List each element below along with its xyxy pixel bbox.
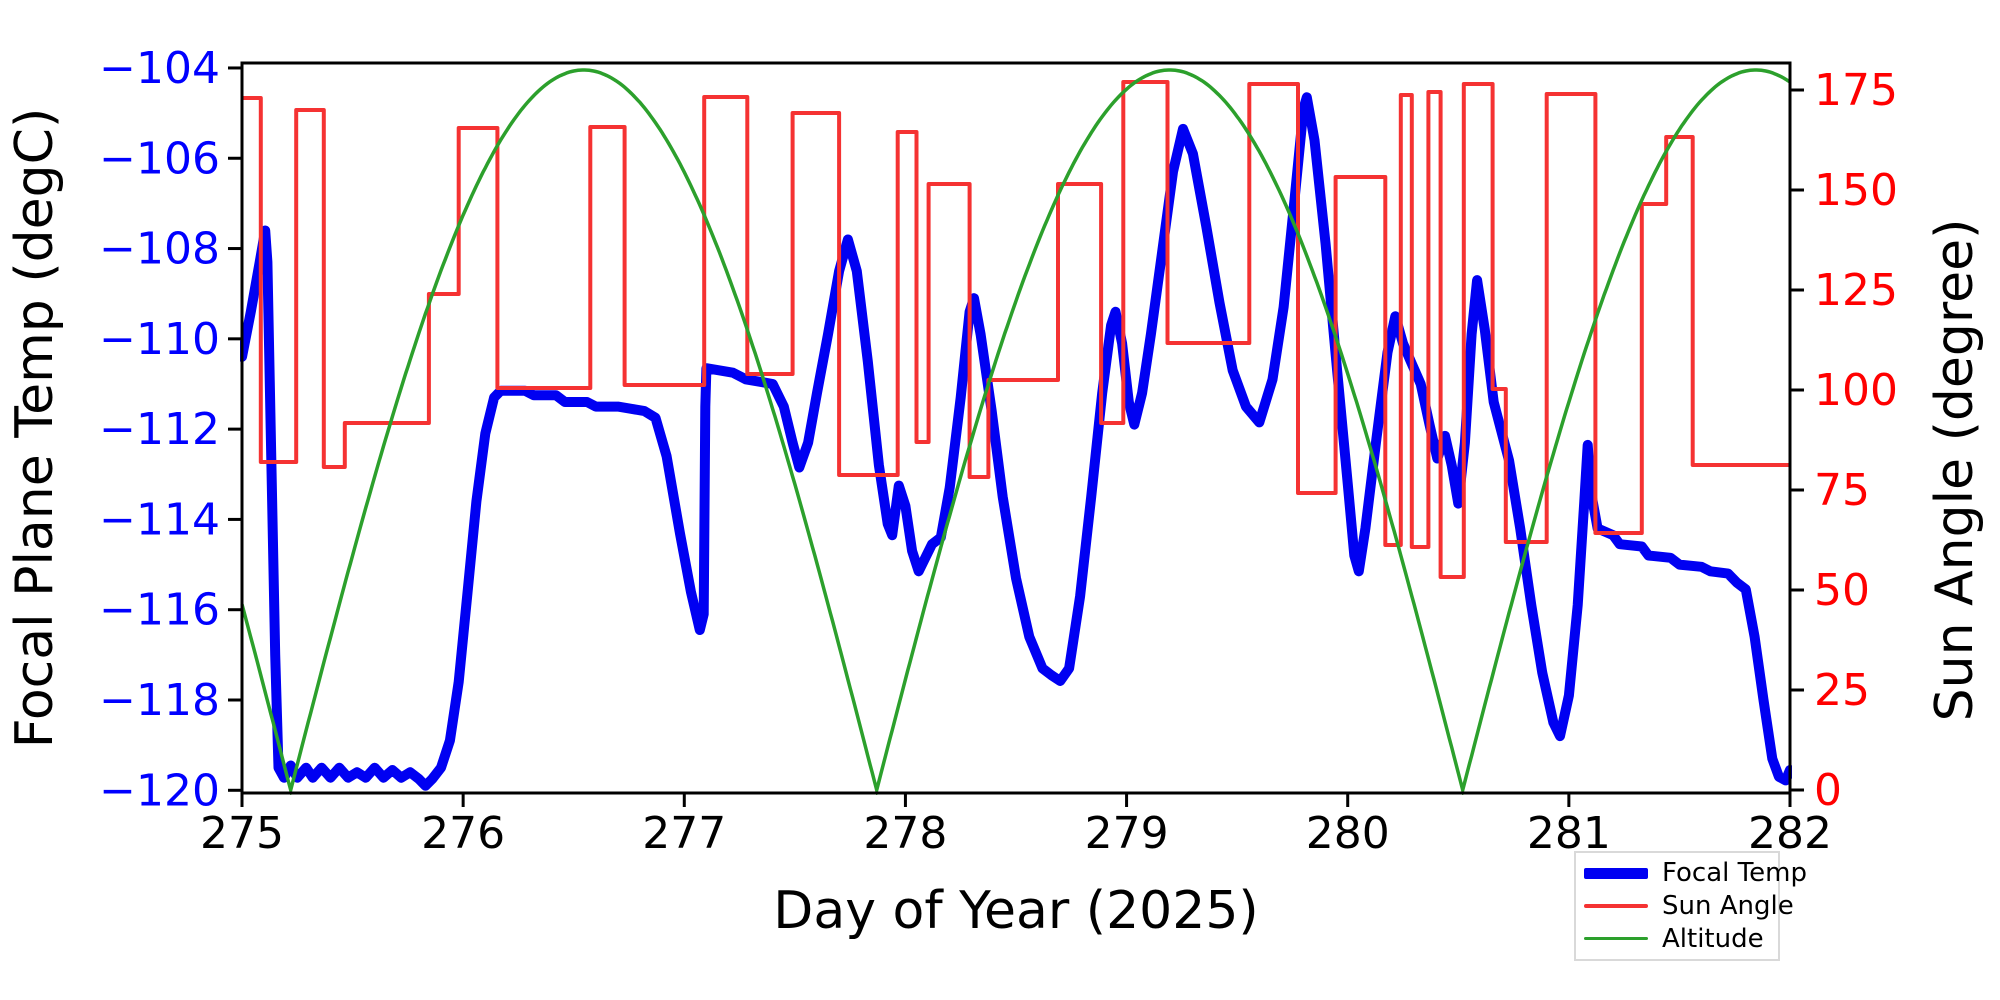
- x-tick-label: 279: [1085, 808, 1169, 859]
- legend-box: Focal Temp Sun Angle Altitude: [1574, 851, 1807, 961]
- y-left-tick-label: −118: [99, 675, 220, 726]
- legend-label-focal-temp: Focal Temp: [1662, 858, 1807, 889]
- axes-spines: [240, 61, 1792, 795]
- y-left-tick-label: −110: [99, 314, 220, 365]
- x-tick-label: 278: [863, 808, 947, 859]
- y-left-tick-label: −104: [99, 43, 220, 94]
- y-right-tick-label: 0: [1814, 765, 1842, 816]
- legend-label-altitude: Altitude: [1662, 923, 1764, 954]
- y-right-tick-label: 150: [1814, 165, 1898, 216]
- y-left-tick-label: −112: [99, 404, 220, 455]
- legend-item-focal-temp: Focal Temp: [1584, 857, 1807, 890]
- y-right-axis-title: Sun Angle (degree): [1925, 219, 1985, 722]
- sun-angle-line: [242, 80, 1790, 579]
- y-right-tick-label: 25: [1814, 665, 1870, 716]
- y-right-tick-label: 75: [1814, 465, 1870, 516]
- y-right-tick-label: 125: [1814, 265, 1898, 316]
- legend-item-altitude: Altitude: [1584, 922, 1770, 955]
- focal-temp-line: [240, 92, 1792, 791]
- x-tick-label: 275: [200, 808, 284, 859]
- y-left-tick-label: −116: [99, 585, 220, 636]
- x-tick-label: 281: [1527, 808, 1611, 859]
- x-tick-label: 282: [1748, 808, 1832, 859]
- y-right-tick-label: 175: [1814, 65, 1898, 116]
- legend-label-sun-angle: Sun Angle: [1662, 891, 1794, 921]
- legend-item-sun-angle: Sun Angle: [1584, 890, 1794, 923]
- x-axis-title: Day of Year (2025): [773, 881, 1258, 941]
- y-right-tick-label: 50: [1814, 565, 1870, 616]
- altitude-line-swatch: [1584, 936, 1648, 941]
- y-left-tick-label: −114: [99, 494, 220, 545]
- y-left-tick-label: −108: [99, 224, 220, 275]
- focal-temp-line-swatch: [1584, 867, 1648, 879]
- x-tick-label: 280: [1306, 808, 1390, 859]
- x-tick-label: 276: [421, 808, 505, 859]
- y-left-tick-label: −106: [99, 133, 220, 184]
- y-left-axis-title: Focal Plane Temp (degC): [5, 108, 65, 748]
- y-left-tick-label: −120: [99, 765, 220, 816]
- x-tick-label: 277: [642, 808, 726, 859]
- sun-angle-line-swatch: [1584, 904, 1648, 908]
- curves-layer: [240, 68, 1792, 795]
- altitude-line: [240, 68, 1791, 795]
- y-right-tick-label: 100: [1814, 365, 1898, 416]
